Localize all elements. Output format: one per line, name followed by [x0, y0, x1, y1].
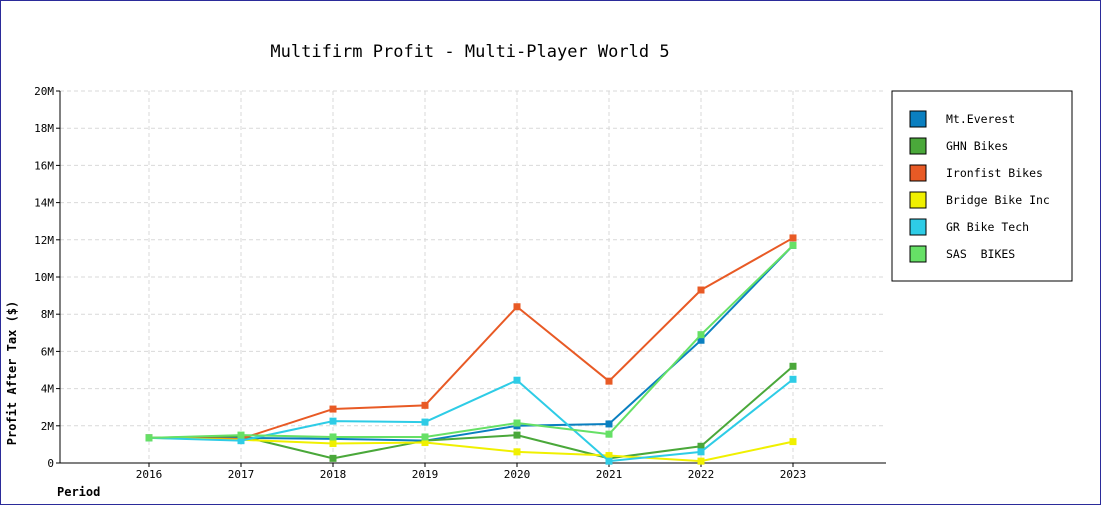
legend-item: Ironfist Bikes	[909, 164, 1043, 182]
legend-item: Mt.Everest	[909, 110, 1015, 128]
series-line	[148, 244, 794, 439]
data-point	[789, 438, 797, 446]
x-tick-label: 2022	[688, 468, 715, 481]
y-tick-label: 20M	[34, 85, 54, 98]
y-tick-label: 0	[47, 457, 54, 470]
data-point	[513, 448, 521, 456]
grid-lines	[60, 90, 886, 463]
x-tick-label: 2018	[320, 468, 347, 481]
legend-item: SAS BIKES	[909, 245, 1015, 263]
series-layer	[145, 234, 797, 465]
y-tick-label: 12M	[34, 234, 54, 247]
data-point	[421, 433, 429, 441]
data-point	[605, 457, 613, 465]
data-point	[329, 433, 337, 441]
legend-swatch	[909, 110, 927, 128]
legend: Mt.Everest GHN Bikes Ironfist Bikes Bridge …	[891, 90, 1073, 282]
data-point	[789, 234, 797, 242]
data-point	[789, 241, 797, 249]
data-point	[789, 362, 797, 370]
legend-swatch	[909, 191, 927, 209]
data-point	[605, 430, 613, 438]
data-point	[789, 375, 797, 383]
x-tick-label: 2017	[228, 468, 255, 481]
y-tick-labels: 0 2M 4M 6M 8M 10M 12M 14M 16M 18M 20M	[34, 85, 54, 470]
series-6	[145, 241, 797, 442]
data-point	[697, 448, 705, 456]
legend-label: GHN Bikes	[946, 139, 1008, 153]
legend-label: GR Bike Tech	[946, 220, 1029, 234]
series-5	[145, 375, 797, 465]
data-point	[329, 454, 337, 462]
y-axis-label: Profit After Tax ($)	[5, 301, 19, 446]
y-tick-label: 18M	[34, 122, 54, 135]
y-tick-label: 10M	[34, 271, 54, 284]
series-line	[148, 436, 794, 463]
data-point	[237, 437, 245, 445]
data-point	[697, 286, 705, 294]
y-tick-label: 6M	[41, 345, 55, 358]
y-tick-label: 4M	[41, 383, 55, 396]
data-point	[697, 331, 705, 339]
series-line	[149, 244, 794, 442]
legend-label: SAS BIKES	[946, 247, 1015, 261]
legend-item: Bridge Bike Inc	[909, 191, 1050, 209]
data-point	[421, 418, 429, 426]
data-point	[605, 420, 613, 428]
data-point	[329, 439, 337, 447]
x-tick-label: 2019	[412, 468, 439, 481]
axes	[56, 90, 886, 467]
legend-items: Mt.Everest GHN Bikes Ironfist Bikes Bridge …	[909, 110, 1050, 263]
data-point	[697, 336, 705, 344]
data-point	[329, 405, 337, 413]
data-point	[421, 401, 429, 409]
legend-swatch	[909, 164, 927, 182]
y-tick-label: 2M	[41, 420, 55, 433]
legend-label: Mt.Everest	[946, 112, 1015, 126]
legend-item: GHN Bikes	[909, 137, 1008, 155]
data-point	[605, 377, 613, 385]
x-axis-label: Period	[57, 485, 100, 499]
legend-item: GR Bike Tech	[909, 218, 1029, 236]
legend-swatch	[909, 218, 927, 236]
chart-title: Multifirm Profit - Multi-Player World 5	[270, 42, 669, 62]
legend-swatch	[909, 245, 927, 263]
series-line	[148, 237, 794, 440]
legend-label: Bridge Bike Inc	[946, 193, 1050, 207]
legend-swatch	[909, 137, 927, 155]
x-tick-label: 2016	[136, 468, 163, 481]
data-point	[421, 439, 429, 447]
y-tick-label: 14M	[34, 197, 54, 210]
series-line	[148, 378, 794, 463]
data-point	[513, 376, 521, 384]
series-line	[148, 365, 794, 460]
x-tick-label: 2021	[596, 468, 623, 481]
data-point	[605, 452, 613, 460]
x-tick-label: 2023	[780, 468, 807, 481]
x-tick-label: 2020	[504, 468, 531, 481]
y-tick-label: 8M	[41, 308, 55, 321]
data-point	[237, 431, 245, 439]
data-point	[513, 431, 521, 439]
legend-label: Ironfist Bikes	[946, 166, 1043, 180]
y-tick-label: 16M	[34, 159, 54, 172]
data-point	[145, 434, 153, 442]
data-point	[329, 417, 337, 425]
x-tick-labels: 2016 2017 2018 2019 2020 2021 2022 2023	[136, 468, 807, 481]
data-point	[697, 457, 705, 465]
data-point	[697, 442, 705, 450]
series-1	[145, 241, 797, 445]
data-point	[513, 303, 521, 311]
data-point	[513, 419, 521, 427]
